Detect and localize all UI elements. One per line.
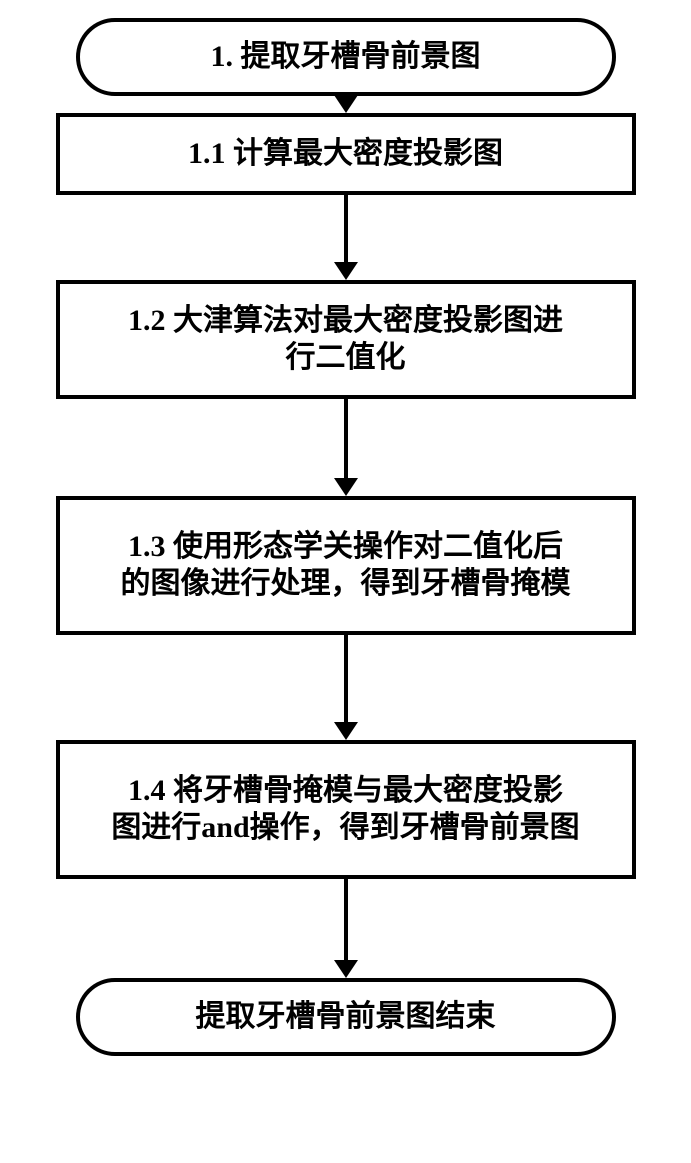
arrow-0: [334, 96, 358, 113]
process-step-1-1: 1.1 计算最大密度投影图: [56, 113, 636, 195]
arrow-shaft: [344, 195, 348, 263]
arrow-head-icon: [334, 478, 358, 496]
process-step-line: 行二值化: [286, 339, 406, 377]
terminator-end: 提取牙槽骨前景图结束: [76, 978, 616, 1056]
process-step-1-4: 1.4 将牙槽骨掩模与最大密度投影 图进行and操作，得到牙槽骨前景图: [56, 740, 636, 879]
arrow-head-icon: [334, 722, 358, 740]
arrow-shaft: [344, 399, 348, 479]
process-step-line: 1.4 将牙槽骨掩模与最大密度投影: [128, 772, 563, 810]
process-step-1-2: 1.2 大津算法对最大密度投影图进 行二值化: [56, 280, 636, 399]
process-step-line: 的图像进行处理，得到牙槽骨掩模: [121, 565, 571, 603]
terminator-end-label: 提取牙槽骨前景图结束: [196, 998, 496, 1036]
process-step-1-3: 1.3 使用形态学关操作对二值化后 的图像进行处理，得到牙槽骨掩模: [56, 496, 636, 635]
process-step-label: 1.1 计算最大密度投影图: [188, 135, 503, 173]
arrow-head-icon: [334, 95, 358, 113]
arrow-head-icon: [334, 960, 358, 978]
flowchart-container: 1. 提取牙槽骨前景图 1.1 计算最大密度投影图 1.2 大津算法对最大密度投…: [0, 0, 691, 1056]
arrow-2: [334, 399, 358, 496]
arrow-3: [334, 635, 358, 740]
arrow-shaft: [344, 635, 348, 723]
process-step-line: 1.2 大津算法对最大密度投影图进: [128, 302, 563, 340]
terminator-start: 1. 提取牙槽骨前景图: [76, 18, 616, 96]
arrow-1: [334, 195, 358, 280]
process-step-line: 图进行and操作，得到牙槽骨前景图: [111, 809, 579, 847]
arrow-head-icon: [334, 262, 358, 280]
arrow-4: [334, 879, 358, 978]
process-step-line: 1.3 使用形态学关操作对二值化后: [128, 528, 563, 566]
arrow-shaft: [344, 879, 348, 961]
terminator-start-label: 1. 提取牙槽骨前景图: [211, 38, 481, 76]
